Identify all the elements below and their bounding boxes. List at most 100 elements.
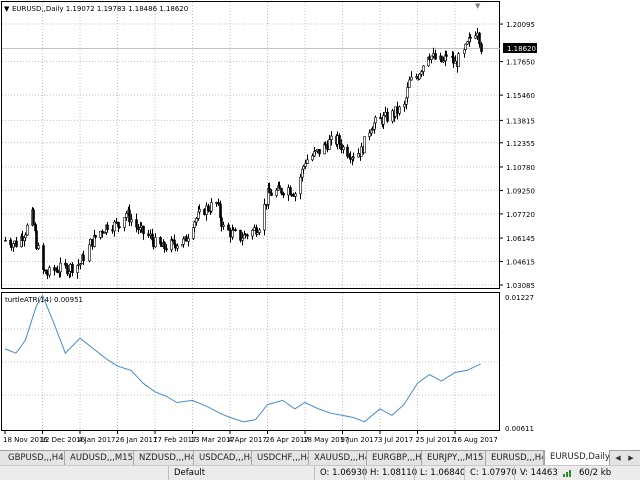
candle-body	[466, 41, 469, 45]
candle-body	[469, 37, 472, 39]
candle-body	[302, 166, 305, 170]
candle-body	[278, 185, 281, 189]
candle-body	[13, 240, 16, 244]
tab-eurgbp-h4[interactable]: EURGBP,,,H4	[367, 451, 422, 465]
candle-body	[368, 132, 371, 137]
candle-body	[478, 32, 481, 45]
indicator-title: turtleATR(14) 0.00951	[5, 296, 83, 304]
candle-body	[32, 209, 35, 225]
candle-body	[430, 55, 433, 60]
candle-body	[91, 238, 94, 247]
tab-eurjpy-m15[interactable]: EURJPY,,,M15	[422, 451, 486, 465]
candle-body	[142, 225, 145, 235]
main-chart-title: EURUSD,,Daily 1.19072 1.19783 1.18486 1.…	[12, 5, 188, 13]
candle-body	[125, 213, 128, 218]
candle-body	[251, 229, 254, 237]
main-grid	[2, 2, 500, 288]
status-low: L: 1.06840	[414, 466, 465, 480]
status-volume: V: 14463	[514, 466, 559, 480]
main-chart-frame[interactable]	[1, 1, 500, 289]
candle-body	[128, 209, 131, 223]
time-label: 3 Jul 2017	[378, 436, 413, 444]
candle-body	[220, 217, 223, 227]
indicator-frame[interactable]	[1, 292, 500, 431]
price-label: 1.03085	[506, 282, 535, 290]
status-open: O: 1.06930	[314, 466, 367, 480]
candle-body	[246, 234, 249, 237]
chart-window-icon: ▼	[4, 5, 10, 13]
candle-body	[59, 262, 62, 273]
price-label: 1.04615	[506, 259, 535, 267]
candle-body	[328, 139, 331, 150]
current-price-label: 1.18620	[503, 43, 537, 53]
candle-body	[26, 224, 29, 236]
tab-xauusd-h4[interactable]: XAUUSD,,,H4	[309, 451, 367, 465]
chart-svg[interactable]: ▼ EURUSD,,Daily 1.19072 1.19783 1.18486 …	[0, 0, 640, 450]
price-label: 1.12355	[506, 140, 535, 148]
tabs-scroll-right-button[interactable]: ▶	[628, 454, 634, 462]
candle-body	[66, 264, 69, 275]
indicator-marker: ▼	[475, 2, 481, 10]
candle-body	[268, 187, 271, 194]
tab-eurusd-h4[interactable]: EURUSD,,,H4	[486, 451, 544, 465]
candle-body	[311, 155, 314, 161]
candle-body	[306, 159, 309, 164]
candle-body	[111, 229, 114, 232]
candle-body	[403, 104, 406, 108]
candle-body	[265, 204, 268, 206]
status-traffic: 60/2 kb	[579, 468, 612, 478]
candle-body	[174, 244, 177, 249]
candle-body	[280, 188, 283, 194]
candle-body	[352, 156, 355, 159]
time-label: 26 Apr 2017	[266, 436, 309, 444]
tab-gbpusd-h4[interactable]: GBPUSD,,,H4	[3, 451, 65, 465]
candle-body	[275, 189, 278, 196]
candle-body	[207, 205, 210, 211]
price-label: 1.17650	[506, 59, 535, 67]
candle-body	[445, 54, 448, 57]
tab-usdchf-h4[interactable]: USDCHF,,,H4	[252, 451, 309, 465]
candle-body	[398, 106, 401, 114]
indicator-grid	[2, 293, 500, 430]
candle-body	[37, 245, 40, 249]
candle-body	[106, 224, 109, 231]
candle-body	[371, 129, 374, 131]
candle-body	[171, 239, 174, 241]
candle-body	[408, 79, 411, 88]
candle-body	[187, 238, 190, 242]
price-label: 1.13815	[506, 117, 535, 125]
candle-body	[294, 193, 297, 197]
candle-body	[215, 202, 218, 204]
candle-body	[64, 262, 67, 266]
tab-audusd-m15[interactable]: AUDUSD,,,M15	[65, 451, 134, 465]
tabs-scroll-left-button[interactable]: ◀	[615, 454, 621, 462]
candle-body	[338, 135, 341, 145]
candle-body	[195, 218, 198, 223]
time-label: 12 Dec 2016	[41, 436, 86, 444]
candle-body	[289, 187, 292, 195]
candle-body	[88, 244, 91, 262]
candle-body	[82, 254, 85, 262]
candle-body	[4, 239, 7, 242]
candle-body	[229, 229, 232, 238]
candle-body	[342, 146, 345, 151]
candle-body	[239, 229, 242, 241]
tab-eurusd-daily[interactable]: EURUSD,Daily	[544, 450, 610, 465]
candle-body	[140, 225, 143, 228]
candle-body	[198, 209, 201, 213]
indicator-top-value: 0.01227	[505, 294, 534, 302]
candle-body	[118, 226, 121, 228]
candle-body	[270, 192, 273, 196]
tab-nzdusd-h4[interactable]: NZDUSD,,,H4	[134, 451, 194, 465]
candle-body	[10, 244, 13, 248]
time-label: 13 Mar 2017	[191, 436, 235, 444]
price-label: 1.15460	[506, 92, 535, 100]
status-close: C: 1.07970	[464, 466, 517, 480]
candle-body	[103, 232, 106, 234]
tab-usdcad-h4[interactable]: USDCAD,,,H4	[194, 451, 252, 465]
candle-body	[410, 76, 413, 81]
candle-body	[182, 238, 185, 245]
candle-body	[24, 234, 27, 239]
status-profile[interactable]: Default	[168, 466, 298, 480]
